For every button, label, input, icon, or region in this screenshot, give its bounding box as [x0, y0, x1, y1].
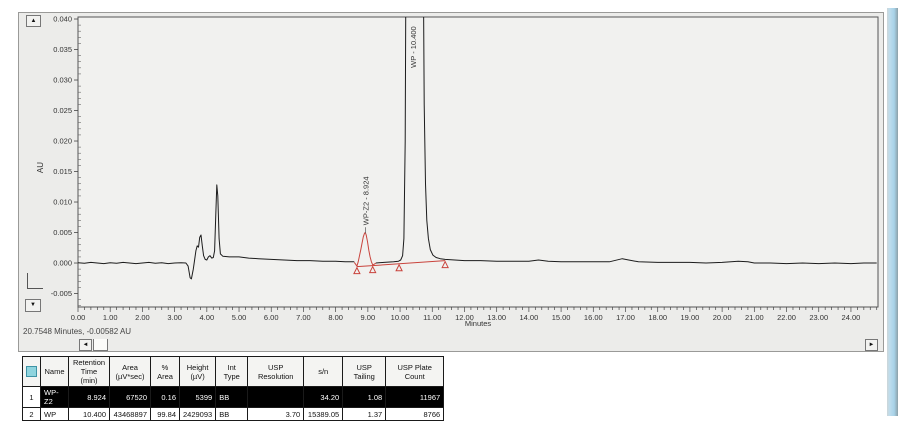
x-tick-label: 4.00	[200, 313, 215, 322]
table-row[interactable]: 2 WP 10.400 43468897 99.84 2429093 BB 3.70 15389…	[22, 407, 445, 421]
x-tick-label: 5.00	[232, 313, 247, 322]
baseline-before-wpz2	[78, 184, 355, 280]
down-arrow-icon: ▼	[30, 302, 36, 308]
column-header[interactable]: Int Type	[215, 356, 249, 387]
x-axis-title: Minutes	[464, 319, 492, 328]
x-tick-label: 8.00	[328, 313, 343, 322]
integration-baseline	[356, 260, 446, 268]
integration-marker	[441, 260, 449, 269]
x-tick-label: 3.00	[167, 313, 182, 322]
x-tick-label: 6.00	[264, 313, 279, 322]
chromatogram-plot[interactable]: 0.00 1.00 2.00 3.00 4.00 5.00 6.00 7.00 8.00 9.00…	[19, 13, 885, 353]
scroll-right-button[interactable]: ►	[865, 339, 878, 351]
chromatogram-panel: 0.00 1.00 2.00 3.00 4.00 5.00 6.00 7.00 8.00 9.00…	[18, 12, 884, 352]
scroll-up-button[interactable]: ▲	[26, 15, 41, 27]
scroll-down-button[interactable]: ▼	[25, 299, 41, 312]
x-tick-label: 24.00	[842, 313, 861, 322]
row-number-cell[interactable]: 2	[22, 407, 41, 421]
table-cell[interactable]: 99.84	[150, 407, 180, 421]
x-tick-label: 15.00	[552, 313, 571, 322]
table-cell[interactable]: 1.37	[342, 407, 387, 421]
vertical-scrollbar-thumb[interactable]	[27, 273, 43, 289]
x-tick-label: 21.00	[745, 313, 764, 322]
peak-label: WP-Z2 - 8.924	[361, 176, 370, 225]
table-cell[interactable]: 3.70	[247, 407, 305, 421]
x-tick-label: 2.00	[135, 313, 150, 322]
integration-marker	[395, 263, 403, 272]
table-cell[interactable]: 15389.05	[303, 407, 344, 421]
x-tick-label: 19.00	[681, 313, 700, 322]
y-tick-label: 0.035	[53, 45, 72, 54]
table-cell[interactable]: 8.924	[68, 386, 110, 408]
table-cell[interactable]	[247, 386, 305, 408]
x-tick-label: 13.00	[487, 313, 506, 322]
y-tick-label: 0.025	[53, 106, 72, 115]
y-tick-label: -0.005	[51, 289, 72, 298]
column-header[interactable]: USP Tailing	[342, 356, 387, 387]
integration-marker	[353, 266, 361, 275]
table-cell[interactable]: 10.400	[68, 407, 110, 421]
x-tick-label: 9.00	[361, 313, 376, 322]
x-tick-label: 18.00	[648, 313, 667, 322]
table-cell[interactable]: 43468897	[109, 407, 151, 421]
y-tick-label: 0.030	[53, 76, 72, 85]
plot-area	[77, 16, 879, 308]
table-cell[interactable]: 34.20	[303, 386, 344, 408]
x-tick-label: 16.00	[584, 313, 603, 322]
baseline-and-wp-peak	[375, 17, 877, 265]
x-tick-label: 1.00	[103, 313, 118, 322]
column-header[interactable]: Name	[40, 356, 69, 387]
y-tick-label: 0.020	[53, 137, 72, 146]
row-number-cell[interactable]: 1	[22, 386, 41, 408]
peak-label: WP - 10.400	[409, 26, 418, 68]
column-header[interactable]: Height (µV)	[178, 356, 217, 387]
x-tick-label: 10.00	[391, 313, 410, 322]
x-tick-label: 12.00	[455, 313, 474, 322]
cursor-position-readout: 20.7548 Minutes, -0.00582 AU	[23, 327, 132, 336]
x-tick-label: 22.00	[777, 313, 796, 322]
x-tick-label: 11.00	[423, 313, 441, 322]
x-tick-label: 14.00	[519, 313, 538, 322]
table-row[interactable]: 1 WP-Z2 8.924 67520 0.16 5399 BB 34.20 1.08 11967	[22, 386, 445, 408]
table-cell[interactable]: 2429093	[178, 407, 217, 421]
right-arrow-icon: ►	[868, 342, 875, 348]
column-header[interactable]: USP Plate Count	[385, 356, 445, 387]
y-tick-label: 0.040	[53, 15, 72, 24]
table-cell[interactable]: 1.08	[342, 386, 387, 408]
left-arrow-icon: ◄	[82, 342, 89, 348]
column-header[interactable]: Area (µV*sec)	[109, 356, 151, 387]
y-tick-label: 0.000	[53, 259, 72, 268]
window-edge-stripe	[887, 8, 898, 416]
y-tick-label: 0.015	[53, 167, 72, 176]
integration-marker	[368, 265, 377, 274]
table-cell[interactable]: BB	[215, 386, 249, 408]
row-selector-icon	[26, 366, 37, 377]
table-cell[interactable]: 67520	[109, 386, 151, 408]
x-tick-label: 17.00	[616, 313, 635, 322]
column-header[interactable]: USP Resolution	[247, 356, 305, 387]
x-tick-label: 7.00	[296, 313, 311, 322]
y-tick-label: 0.010	[53, 198, 72, 207]
x-tick-label: 20.00	[713, 313, 732, 322]
table-corner-cell[interactable]	[22, 356, 41, 387]
table-cell[interactable]: WP-Z2	[40, 386, 69, 408]
table-cell[interactable]: 5399	[178, 386, 217, 408]
table-cell[interactable]: 8766	[385, 407, 445, 421]
table-cell[interactable]: WP	[40, 407, 69, 421]
scroll-left-button[interactable]: ◄	[79, 339, 92, 351]
y-axis-title: AU	[36, 161, 46, 174]
peak-results-table: Name Retention Time (min) Area (µV*sec)% A…	[22, 356, 445, 421]
table-cell[interactable]: 11967	[385, 386, 445, 408]
table-cell[interactable]: 0.16	[150, 386, 180, 408]
column-header[interactable]: s/n	[303, 356, 344, 387]
horizontal-scrollbar-thumb[interactable]	[93, 339, 108, 351]
x-tick-label: 0.00	[71, 313, 86, 322]
column-header[interactable]: % Area	[150, 356, 180, 387]
column-header[interactable]: Retention Time (min)	[68, 356, 110, 387]
up-arrow-icon: ▲	[30, 18, 37, 24]
wp-z2-peak	[353, 232, 377, 267]
y-tick-label: 0.005	[53, 228, 72, 237]
table-cell[interactable]: BB	[215, 407, 249, 421]
x-tick-label: 23.00	[809, 313, 828, 322]
